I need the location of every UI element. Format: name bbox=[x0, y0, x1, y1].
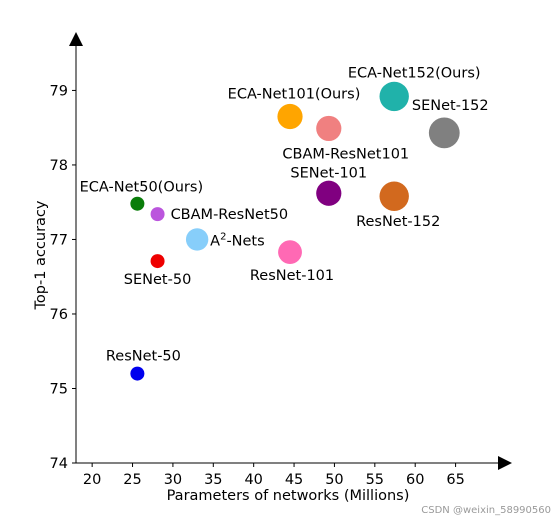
y-tick-label: 74 bbox=[50, 456, 68, 472]
point-resnet-152 bbox=[379, 181, 409, 211]
point-eca-net101-ours bbox=[277, 103, 303, 130]
point-senet-50 bbox=[150, 254, 165, 269]
x-axis-title: Parameters of networks (Millions) bbox=[167, 488, 410, 504]
x-tick-label: 60 bbox=[406, 472, 424, 488]
y-axis-ticks: 74 75 76 77 78 79 bbox=[50, 83, 76, 472]
label-senet-152: SENet-152 bbox=[412, 98, 489, 114]
y-axis-arrow bbox=[69, 32, 83, 46]
x-tick-label: 55 bbox=[366, 472, 384, 488]
point-resnet-50 bbox=[130, 366, 145, 381]
label-senet-101: SENet-101 bbox=[290, 165, 367, 181]
x-tick-label: 40 bbox=[244, 472, 262, 488]
point-labels: ResNet-50 SENet-50 ECA-Net50(Ours) CBAM-Res… bbox=[80, 65, 489, 364]
x-tick-label: 65 bbox=[446, 472, 464, 488]
label-resnet-152: ResNet-152 bbox=[356, 214, 440, 230]
y-tick-label: 75 bbox=[50, 381, 68, 397]
point-resnet-101 bbox=[278, 240, 302, 265]
x-tick-label: 35 bbox=[204, 472, 222, 488]
watermark-text: CSDN @weixin_58990560 bbox=[421, 505, 551, 516]
x-axis-ticks: 20 25 30 35 40 45 50 55 60 65 bbox=[83, 463, 465, 488]
label-senet-50: SENet-50 bbox=[124, 272, 192, 288]
point-cbam-resnet101 bbox=[316, 115, 342, 142]
y-tick-label: 77 bbox=[50, 232, 68, 248]
label-cbam-resnet50: CBAM-ResNet50 bbox=[171, 207, 289, 223]
x-tick-label: 20 bbox=[83, 472, 101, 488]
x-tick-label: 25 bbox=[123, 472, 141, 488]
label-eca-net152-ours: ECA-Net152(Ours) bbox=[348, 65, 481, 81]
label-cbam-resnet101: CBAM-ResNet101 bbox=[282, 146, 409, 162]
x-tick-label: 45 bbox=[285, 472, 303, 488]
point-senet-101 bbox=[316, 180, 342, 206]
point-cbam-resnet50 bbox=[150, 207, 165, 222]
label-eca-net50-ours: ECA-Net50(Ours) bbox=[80, 180, 203, 196]
y-axis-title: Top-1 accuracy bbox=[33, 200, 49, 310]
y-tick-label: 76 bbox=[50, 307, 68, 323]
label-eca-net101-ours: ECA-Net101(Ours) bbox=[228, 87, 361, 103]
y-tick-label: 79 bbox=[50, 83, 68, 99]
label-a2-nets: A2-Nets bbox=[210, 231, 265, 249]
point-a2-nets bbox=[185, 228, 209, 251]
data-points bbox=[130, 81, 460, 381]
point-eca-net50-ours bbox=[130, 196, 145, 211]
axes bbox=[69, 32, 512, 470]
y-tick-label: 78 bbox=[50, 158, 68, 174]
point-senet-152 bbox=[428, 117, 460, 149]
x-tick-label: 30 bbox=[164, 472, 182, 488]
x-axis-arrow bbox=[498, 456, 512, 470]
point-eca-net152-ours bbox=[379, 81, 409, 112]
x-tick-label: 50 bbox=[325, 472, 343, 488]
label-resnet-101: ResNet-101 bbox=[250, 268, 334, 284]
label-resnet-50: ResNet-50 bbox=[106, 349, 181, 365]
